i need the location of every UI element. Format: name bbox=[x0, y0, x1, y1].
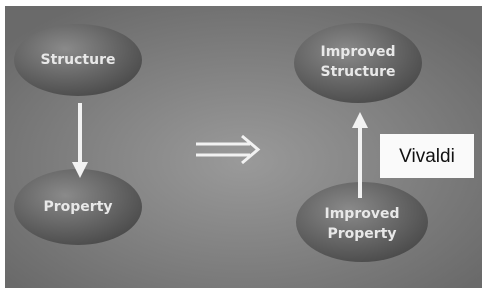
node-label: Improved bbox=[321, 44, 396, 60]
node-label: Structure bbox=[320, 64, 395, 80]
node-label: Property bbox=[327, 226, 396, 242]
diagram: Vivaldi Structure Property Improved Stru… bbox=[0, 0, 487, 293]
node-label: Improved bbox=[325, 206, 400, 222]
node-label: Property bbox=[43, 199, 112, 215]
node-label: Structure bbox=[40, 52, 115, 68]
label: Vivaldi bbox=[399, 146, 455, 167]
node-ellipse bbox=[294, 23, 422, 103]
